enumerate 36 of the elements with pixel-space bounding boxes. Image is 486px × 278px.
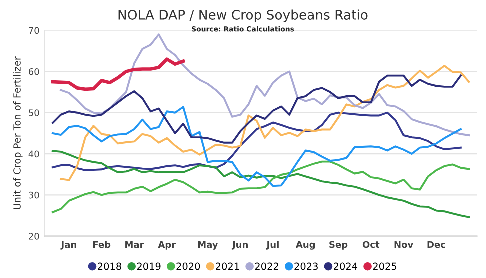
legend-label: 2025	[373, 262, 397, 270]
y-tick-label: 30	[29, 192, 40, 199]
y-tick-label: 20	[29, 233, 40, 240]
x-tick-label: May	[198, 241, 218, 250]
x-tick-label: Mar	[126, 241, 144, 248]
x-tick-label: Apr	[158, 241, 176, 250]
x-tick-label: Jul	[266, 241, 279, 250]
y-tick-label: 40	[28, 150, 40, 158]
chart-title: NOLA DAP / New Crop Soybeans Ratio	[118, 10, 368, 22]
line-series	[52, 150, 470, 218]
line-series	[52, 112, 462, 172]
legend-label: 2020	[176, 262, 200, 270]
x-tick-label: Jan	[60, 241, 76, 250]
line-series	[52, 106, 462, 188]
legend-label: 2024	[334, 262, 358, 270]
line-series	[60, 34, 470, 136]
legend-label: 2018	[98, 262, 122, 270]
y-axis-title: Unit of Crop Per Ton of Fertilizer	[13, 56, 23, 210]
legend-label: 2019	[137, 262, 161, 270]
line-series	[52, 74, 462, 144]
x-tick-label: Jun	[232, 241, 248, 250]
legend-label: 2021	[216, 262, 240, 270]
x-tick-label: Oct	[362, 241, 380, 248]
y-tick-label: 50	[29, 110, 40, 116]
legend-label: 2022	[255, 262, 278, 270]
x-tick-label: Feb	[93, 241, 111, 248]
y-tick-label: 70	[29, 27, 40, 34]
x-tick-label: Sep	[330, 241, 348, 250]
x-tick-label: Aug	[296, 241, 316, 250]
line-series	[51, 58, 186, 92]
y-tick-label: 60	[28, 68, 40, 76]
line-series	[60, 64, 470, 182]
line-series	[52, 160, 470, 214]
legend-label: 2023	[294, 262, 318, 270]
x-tick-label: Nov	[394, 241, 414, 248]
x-tick-label: Dec	[428, 241, 446, 248]
